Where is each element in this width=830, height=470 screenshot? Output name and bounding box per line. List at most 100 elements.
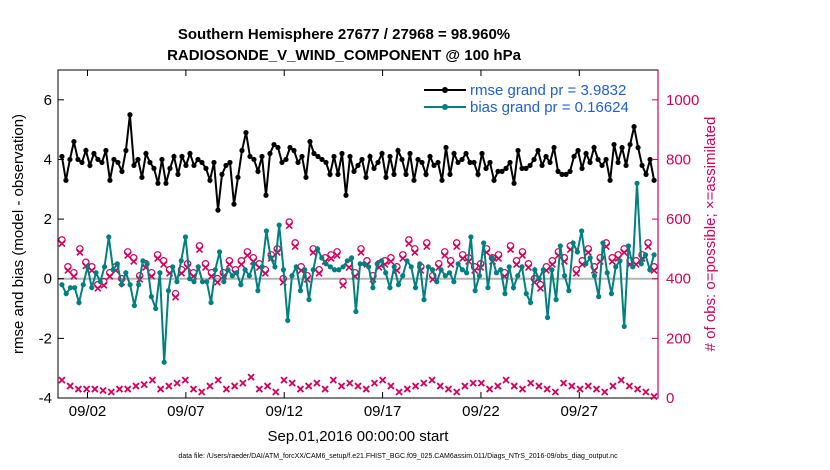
bias-point: [370, 285, 376, 291]
y-tick-label-left: -4: [39, 390, 52, 407]
bias-point: [613, 264, 619, 270]
rmse-point: [559, 171, 565, 177]
bias-point: [651, 252, 657, 258]
rmse-point: [179, 153, 185, 160]
obs-assimilated-marker: [195, 245, 204, 254]
obs-assimilated-marker: [387, 382, 395, 390]
obs-assimilated-marker: [502, 376, 510, 384]
rmse-point: [651, 177, 657, 183]
bias-point: [63, 291, 69, 297]
bias-point: [417, 261, 423, 267]
bias-point: [438, 267, 444, 273]
rmse-point: [287, 144, 293, 151]
bias-point: [523, 291, 529, 297]
y-tick-label-right: 1000: [666, 92, 699, 109]
y-axis-label-right: # of obs: o=possible; ×=assimilated: [702, 117, 719, 352]
rmse-point: [63, 177, 69, 183]
y-tick-label-left: 4: [44, 151, 52, 168]
bias-point: [642, 252, 649, 258]
bias-point: [170, 264, 176, 270]
obs-assimilated-marker: [291, 242, 299, 251]
rmse-point: [507, 159, 513, 166]
bias-point: [229, 273, 235, 279]
rmse-point: [407, 150, 413, 157]
bias-point: [489, 255, 495, 261]
obs-assimilated-marker: [642, 388, 650, 396]
bias-point: [459, 267, 465, 273]
bias-point: [553, 297, 559, 303]
obs-assimilated-marker: [345, 263, 353, 271]
obs-assimilated-marker: [189, 385, 198, 393]
rmse-point: [303, 174, 309, 180]
obs-assimilated-marker: [362, 385, 370, 393]
bias-point: [498, 267, 504, 273]
y-axis-label-left: rmse and bias (model - observation): [10, 114, 27, 354]
legend-bias-marker: [442, 104, 448, 110]
rmse-point: [127, 112, 133, 118]
bias-point: [268, 255, 274, 261]
bias-point: [144, 261, 150, 267]
obs-assimilated-marker: [140, 380, 148, 389]
obs-assimilated-marker: [477, 379, 485, 387]
bias-series-line: [60, 183, 656, 363]
obs-assimilated-marker: [379, 376, 387, 384]
rmse-point: [463, 150, 469, 157]
bias-point: [76, 299, 82, 306]
rmse-point: [355, 162, 361, 169]
bias-point: [67, 285, 74, 291]
rmse-point: [171, 153, 177, 160]
bias-point: [596, 294, 602, 300]
bias-point: [140, 258, 146, 264]
bias-point: [464, 270, 470, 276]
obs-assimilated-marker: [321, 385, 329, 393]
rmse-point: [519, 165, 525, 171]
rmse-point: [151, 165, 157, 171]
rmse-point: [279, 159, 285, 166]
bias-point: [123, 270, 129, 276]
bias-point: [199, 279, 206, 285]
rmse-point: [187, 150, 193, 157]
obs-assimilated-marker: [124, 385, 132, 393]
obs-assimilated-marker: [494, 382, 502, 390]
bias-point: [468, 234, 474, 240]
obs-assimilated-marker: [411, 248, 419, 257]
rmse-point: [95, 156, 101, 163]
bias-point: [519, 264, 525, 270]
obs-assimilated-marker: [327, 254, 335, 263]
rmse-point: [291, 147, 297, 154]
bias-point: [331, 267, 338, 273]
bias-point: [408, 264, 414, 270]
bias-point: [630, 264, 636, 270]
obs-assimilated-marker: [74, 385, 83, 393]
legend-rmse-marker: [442, 87, 448, 93]
bias-point: [446, 270, 453, 276]
bias-point: [212, 267, 218, 273]
obs-assimilated-marker: [584, 248, 592, 257]
bias-point: [131, 302, 137, 309]
obs-assimilated-marker: [305, 382, 313, 390]
bias-point: [157, 270, 163, 276]
bias-point: [59, 282, 65, 288]
obs-assimilated-marker: [543, 385, 551, 393]
rmse-point: [627, 141, 633, 148]
obs-assimilated-marker: [333, 251, 341, 260]
bias-point: [357, 261, 363, 267]
rmse-point: [183, 162, 189, 169]
bias-point: [289, 273, 295, 279]
chart-title: Southern Hemisphere 27677 / 27968 = 98.9…: [178, 26, 510, 43]
obs-assimilated-marker: [261, 269, 269, 277]
obs-assimilated-marker: [181, 376, 189, 384]
obs-assimilated-marker: [403, 385, 411, 393]
bias-point: [314, 246, 321, 252]
rmse-point: [87, 162, 93, 169]
rmse-point: [211, 159, 217, 166]
bias-point: [110, 267, 116, 273]
obs-assimilated-marker: [237, 260, 245, 268]
obs-assimilated-marker: [625, 382, 634, 390]
obs-assimilated-marker: [106, 272, 114, 280]
rmse-point: [99, 159, 105, 166]
rmse-point: [479, 150, 485, 157]
bias-point: [404, 258, 410, 264]
obs-assimilated-marker: [354, 382, 362, 390]
bias-point: [451, 279, 457, 285]
